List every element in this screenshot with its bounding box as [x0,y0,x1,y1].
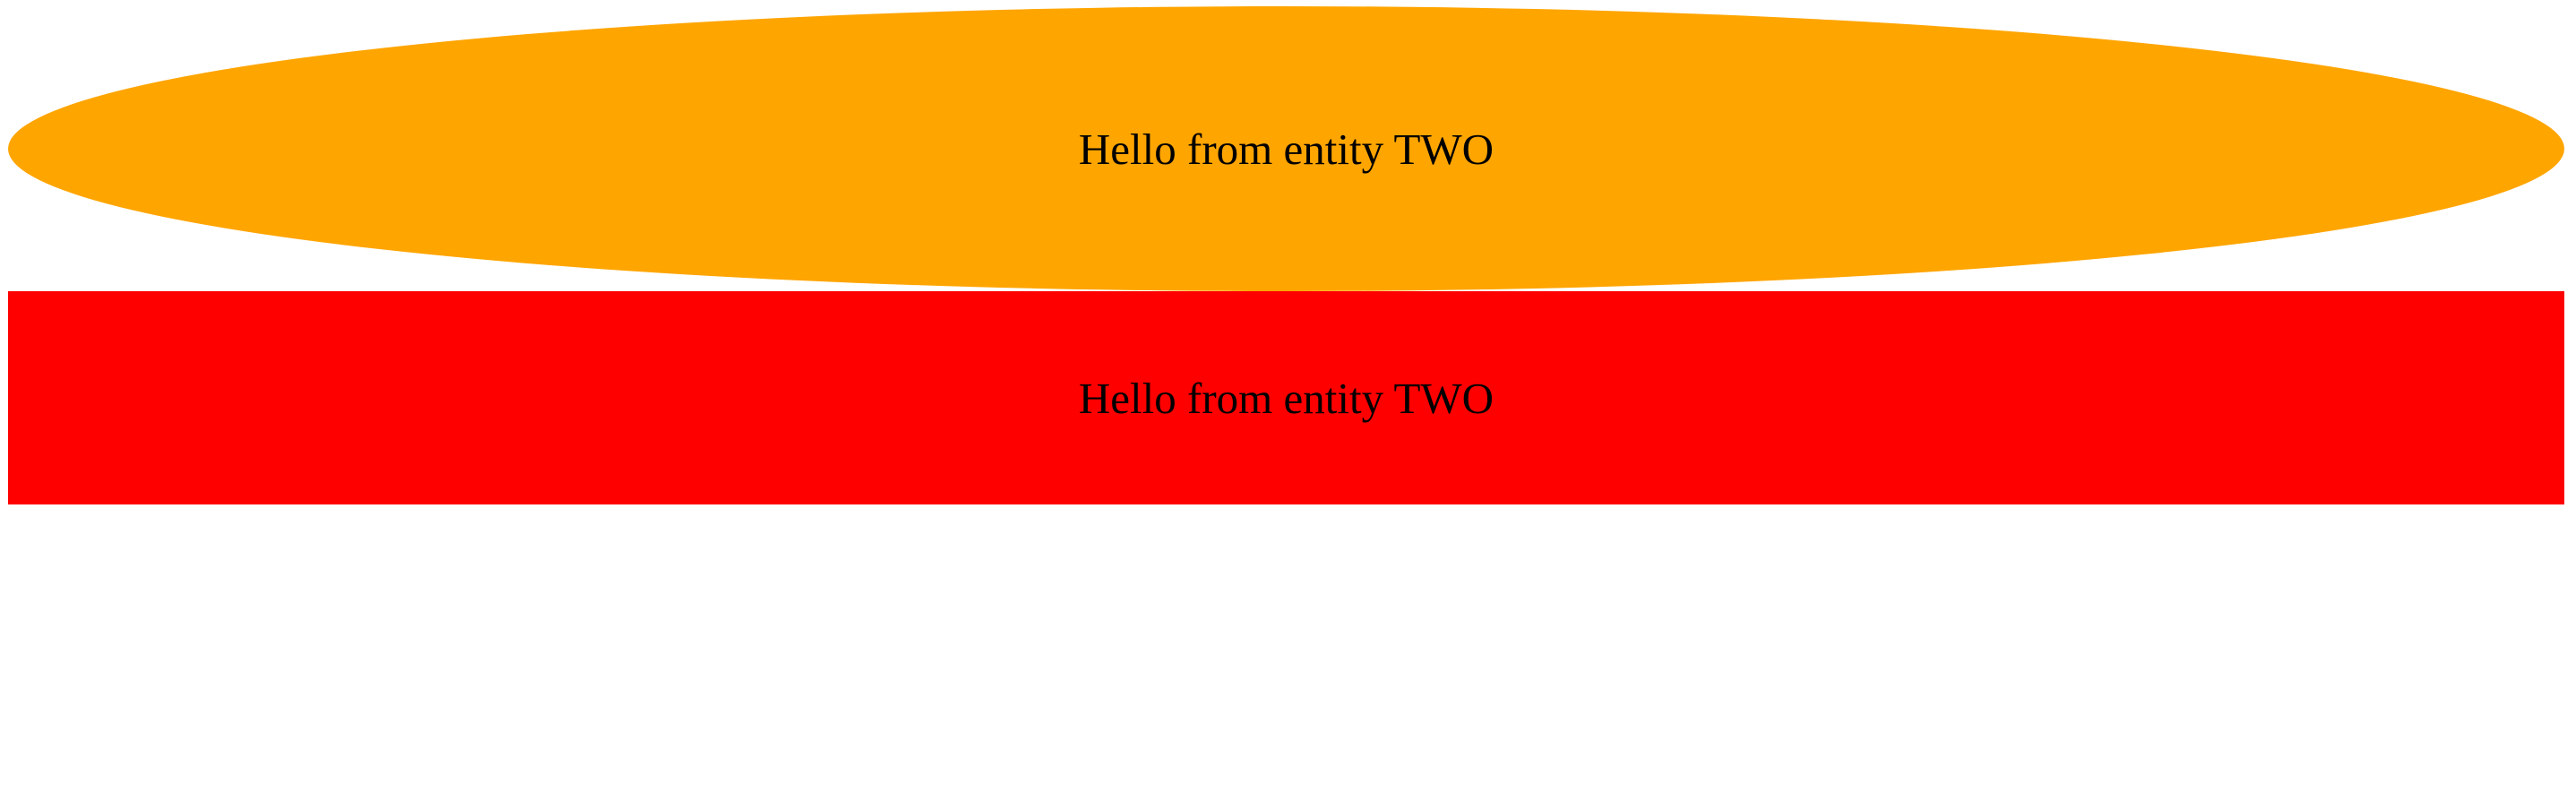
entity-ellipse[interactable]: Hello from entity TWO [8,6,2564,291]
entity-rectangle[interactable]: Hello from entity TWO [8,291,2564,504]
entity-ellipse-label: Hello from entity TWO [1078,124,1495,174]
entity-rectangle-label: Hello from entity TWO [1078,373,1495,423]
